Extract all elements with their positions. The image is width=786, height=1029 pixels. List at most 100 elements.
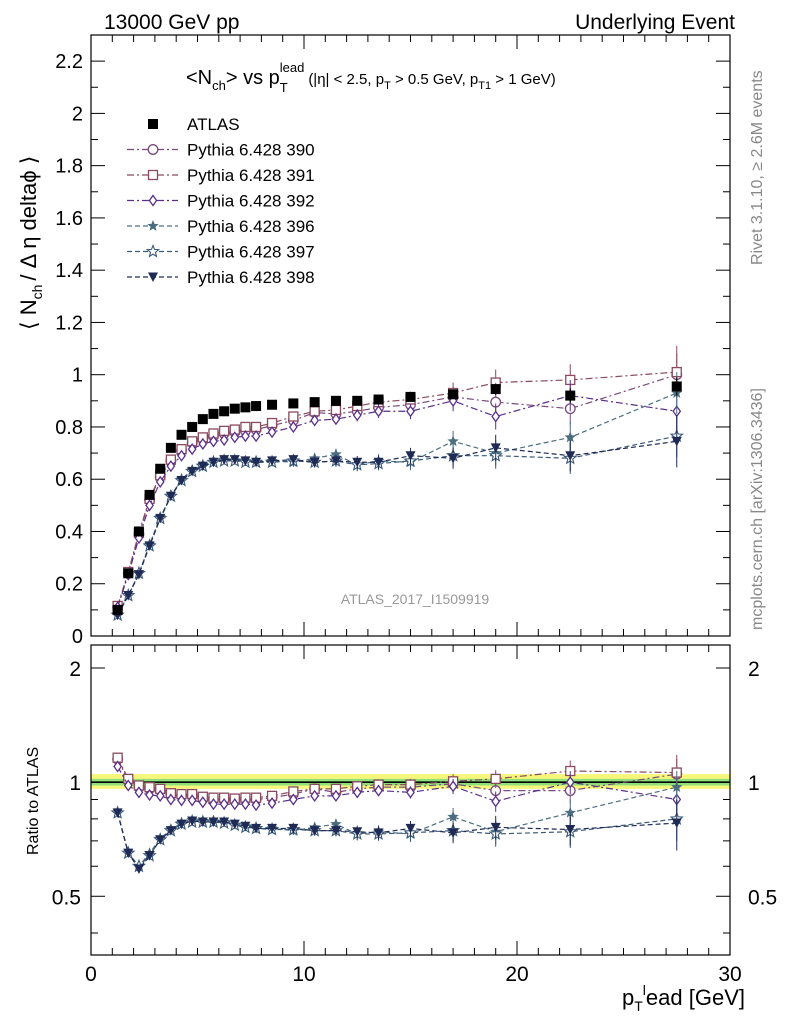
main-mc-point xyxy=(145,499,154,512)
main-mc-point xyxy=(177,449,186,462)
ratio-point xyxy=(288,793,298,806)
xlabel-rest: ead [GeV] xyxy=(646,985,745,1010)
ratio-point xyxy=(448,828,459,838)
main-mc-point xyxy=(288,455,299,465)
ratio-point xyxy=(310,789,320,802)
main-mc-point xyxy=(374,405,383,418)
main-mc-point xyxy=(251,457,262,468)
ratio-xtick-label: 30 xyxy=(718,963,741,986)
main-mc-point xyxy=(219,433,229,447)
main-ytick-label: 1 xyxy=(72,365,83,387)
main-mc-point xyxy=(155,513,166,524)
title-main-sub: ch xyxy=(212,78,226,93)
main-mc-point xyxy=(230,431,240,444)
legend-entry-1: Pythia 6.428 390 xyxy=(127,141,315,160)
title-cuts-end: > 1 GeV) xyxy=(491,71,556,88)
ratio-point xyxy=(198,796,208,809)
ratio-point xyxy=(564,806,576,818)
main-data-point xyxy=(176,429,187,440)
plot-title: <Nch> vs pTlead(|η| < 2.5, pT > 0.5 GeV,… xyxy=(186,60,556,95)
legend-entry-3: Pythia 6.428 392 xyxy=(127,192,315,211)
main-mc-point xyxy=(331,413,341,426)
main-mc-series-0 xyxy=(112,353,683,613)
main-data-point xyxy=(373,394,384,405)
main-data-point xyxy=(165,442,176,453)
legend-entry-0: ATLAS xyxy=(148,115,240,134)
ylabel-top-a: ⟨ N xyxy=(16,299,41,330)
rivet-label: Rivet 3.1.10, ≥ 2.6M events xyxy=(749,70,766,265)
main-mc-point xyxy=(208,457,219,468)
ratio-point xyxy=(352,827,363,837)
title-vs-sup: lead xyxy=(280,60,305,75)
main-mc-point xyxy=(373,457,384,468)
title-main: <N xyxy=(186,67,212,89)
main-ytick-label: 0 xyxy=(72,626,83,648)
main-data-point xyxy=(309,397,320,408)
main-mc-point xyxy=(490,443,501,453)
main-mc-point xyxy=(310,414,320,427)
main-mc-series-line xyxy=(117,392,677,615)
main-ytick-label: 2 xyxy=(72,103,83,125)
main-mc-point xyxy=(198,437,208,451)
main-data-point xyxy=(197,414,208,425)
xlabel-sub: T xyxy=(634,998,643,1014)
legend-entry-2: Pythia 6.428 391 xyxy=(127,166,315,185)
main-mc-point xyxy=(352,409,362,422)
title-cuts: (|η| < 2.5, p xyxy=(308,71,384,88)
main-mc-point xyxy=(155,475,165,488)
main-mc-point xyxy=(671,436,682,447)
main-mc-point xyxy=(330,456,341,466)
legend-label: Pythia 6.428 397 xyxy=(187,243,315,262)
ratio-ytick-label-right: 2 xyxy=(748,658,760,681)
legend-label: Pythia 6.428 392 xyxy=(187,192,315,211)
ratio-point xyxy=(219,798,229,811)
main-mc-point xyxy=(240,456,251,466)
legend-entry-6: Pythia 6.428 398 xyxy=(127,268,315,287)
main-data-point xyxy=(671,381,682,392)
header-right: Underlying Event xyxy=(575,11,735,34)
ratio-point xyxy=(112,808,123,818)
xlabel: pTlead [GeV] xyxy=(622,982,745,1014)
main-mc-point xyxy=(352,457,363,468)
ratio-ytick-label: 0.5 xyxy=(52,886,81,909)
main-data-point xyxy=(405,391,416,402)
main-data-point xyxy=(267,399,278,410)
ratio-point xyxy=(187,794,197,807)
main-ytick-label: 1.2 xyxy=(55,312,83,334)
header-left: 13000 GeV pp xyxy=(104,11,239,34)
main-mc-point xyxy=(565,451,576,461)
legend-label: Pythia 6.428 390 xyxy=(187,141,315,160)
ratio-point xyxy=(187,816,198,826)
main-mc-series-1 xyxy=(112,345,682,612)
ratio-point xyxy=(241,798,250,811)
legend-label: Pythia 6.428 398 xyxy=(187,268,315,287)
ratio-series-4 xyxy=(110,799,684,873)
ratio-ytick-label-right: 0.5 xyxy=(748,886,777,909)
main-ytick-label: 0.4 xyxy=(55,521,83,543)
legend-entry-5: Pythia 6.428 397 xyxy=(127,243,315,262)
legend-entry-4: Pythia 6.428 396 xyxy=(127,217,315,236)
mcplots-label: mcplots.cern.ch [arXiv:1306.3436] xyxy=(749,388,766,630)
main-data-point xyxy=(208,408,219,419)
ratio-point xyxy=(448,780,458,793)
legend-marker xyxy=(148,272,158,282)
main-ytick-label: 1.8 xyxy=(55,156,83,178)
main-mc-point xyxy=(267,456,278,466)
main-mc-point xyxy=(144,541,155,551)
ratio-xtick-label: 10 xyxy=(292,963,315,986)
main-mc-point xyxy=(187,466,198,477)
ratio-point xyxy=(177,794,186,807)
main-data-point xyxy=(490,384,501,395)
legend-marker xyxy=(147,169,159,181)
ratio-point xyxy=(229,819,240,830)
ratio-ytick-label-right: 1 xyxy=(748,772,760,795)
main-mc-point xyxy=(219,455,230,465)
main-mc-point xyxy=(123,590,134,601)
main-mc-point xyxy=(166,460,176,473)
ratio-point xyxy=(406,786,415,799)
ratio-point xyxy=(288,823,299,834)
title-cuts-sub2: T1 xyxy=(478,80,491,92)
ratio-point xyxy=(219,817,230,828)
main-data-point xyxy=(229,403,240,414)
ratio-xtick-label: 0 xyxy=(85,963,97,986)
